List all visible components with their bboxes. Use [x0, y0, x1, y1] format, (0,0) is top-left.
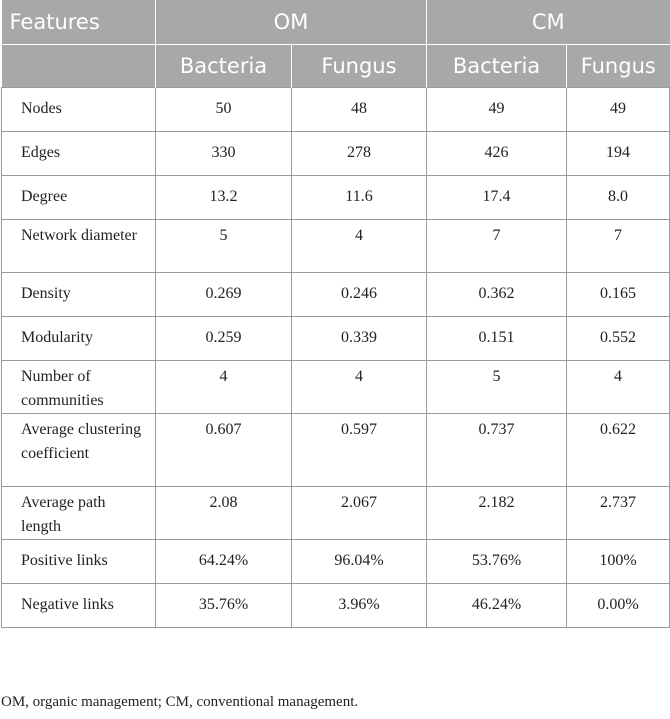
feature-cell: Edges: [1, 131, 156, 176]
table-row: Density 0.269 0.246 0.362 0.165: [1, 272, 670, 317]
table-footnote: OM, organic management; CM, conventional…: [1, 694, 359, 710]
value-cell: 0.259: [155, 316, 292, 361]
value-cell: 53.76%: [426, 539, 567, 584]
feature-cell: Average path length: [1, 486, 156, 540]
feature-cell: Degree: [1, 175, 156, 220]
table-row: Nodes 50 48 49 49: [1, 87, 670, 132]
subgroup-header: Bacteria: [155, 44, 292, 88]
subgroup-header: Fungus: [291, 44, 427, 88]
table-row: Degree 13.2 11.6 17.4 8.0: [1, 175, 670, 220]
value-cell: 64.24%: [155, 539, 292, 584]
value-cell: 5: [426, 360, 567, 414]
group-header-cm: CM: [425, 0, 670, 45]
features-header-blank: [1, 44, 156, 88]
subgroup-header: Bacteria: [426, 44, 567, 88]
table-row: Number of communities 4 4 5 4: [1, 360, 670, 414]
feature-cell: Modularity: [1, 316, 156, 361]
value-cell: 194: [565, 131, 670, 176]
value-cell: 7: [565, 219, 670, 273]
feature-cell: Negative links: [1, 583, 156, 628]
value-cell: 0.151: [426, 316, 567, 361]
value-cell: 49: [426, 87, 567, 132]
value-cell: 5: [155, 219, 292, 273]
value-cell: 4: [155, 360, 292, 414]
value-cell: 278: [291, 131, 427, 176]
value-cell: 3.96%: [291, 583, 427, 628]
value-cell: 0.269: [155, 272, 292, 317]
header-row-subgroups: Bacteria Fungus Bacteria Fungus: [1, 44, 670, 88]
value-cell: 0.552: [565, 316, 670, 361]
table-row: Positive links 64.24% 96.04% 53.76% 100%: [1, 539, 670, 584]
value-cell: 13.2: [155, 175, 292, 220]
value-cell: 4: [291, 360, 427, 414]
value-cell: 0.339: [291, 316, 427, 361]
network-features-table: Features OM CM Bacteria Fungus Bacteria …: [1, 0, 670, 628]
value-cell: 426: [426, 131, 567, 176]
value-cell: 7: [426, 219, 567, 273]
value-cell: 330: [155, 131, 292, 176]
table-row: Modularity 0.259 0.339 0.151 0.552: [1, 316, 670, 361]
value-cell: 0.00%: [565, 583, 670, 628]
value-cell: 2.182: [426, 486, 567, 540]
table-row: Average clustering coefficient 0.607 0.5…: [1, 413, 670, 487]
value-cell: 0.362: [426, 272, 567, 317]
feature-cell: Number of communities: [1, 360, 156, 414]
feature-cell: Density: [1, 272, 156, 317]
table-container: Features OM CM Bacteria Fungus Bacteria …: [1, 0, 670, 628]
value-cell: 4: [291, 219, 427, 273]
value-cell: 11.6: [291, 175, 427, 220]
value-cell: 8.0: [565, 175, 670, 220]
table-row: Negative links 35.76% 3.96% 46.24% 0.00%: [1, 583, 670, 628]
feature-cell: Average clustering coefficient: [1, 413, 156, 487]
value-cell: 35.76%: [155, 583, 292, 628]
group-header-om: OM: [155, 0, 427, 45]
value-cell: 49: [565, 87, 670, 132]
value-cell: 48: [291, 87, 427, 132]
feature-cell: Network diameter: [1, 219, 156, 273]
value-cell: 0.165: [565, 272, 670, 317]
table-row: Edges 330 278 426 194: [1, 131, 670, 176]
value-cell: 2.067: [291, 486, 427, 540]
value-cell: 17.4: [426, 175, 567, 220]
value-cell: 0.246: [291, 272, 427, 317]
value-cell: 4: [565, 360, 670, 414]
value-cell: 0.737: [426, 413, 567, 487]
value-cell: 2.737: [565, 486, 670, 540]
subgroup-header: Fungus: [565, 44, 670, 88]
value-cell: 96.04%: [291, 539, 427, 584]
features-header: Features: [1, 0, 156, 45]
header-row-groups: Features OM CM: [1, 0, 670, 45]
value-cell: 0.622: [565, 413, 670, 487]
table-body: Nodes 50 48 49 49 Edges 330 278 426 194 …: [1, 87, 670, 628]
value-cell: 50: [155, 87, 292, 132]
feature-cell: Nodes: [1, 87, 156, 132]
value-cell: 0.607: [155, 413, 292, 487]
table-row: Network diameter 5 4 7 7: [1, 219, 670, 273]
value-cell: 100%: [565, 539, 670, 584]
value-cell: 0.597: [291, 413, 427, 487]
table-row: Average path length 2.08 2.067 2.182 2.7…: [1, 486, 670, 540]
value-cell: 46.24%: [426, 583, 567, 628]
table-header: Features OM CM Bacteria Fungus Bacteria …: [1, 0, 670, 88]
feature-cell: Positive links: [1, 539, 156, 584]
value-cell: 2.08: [155, 486, 292, 540]
